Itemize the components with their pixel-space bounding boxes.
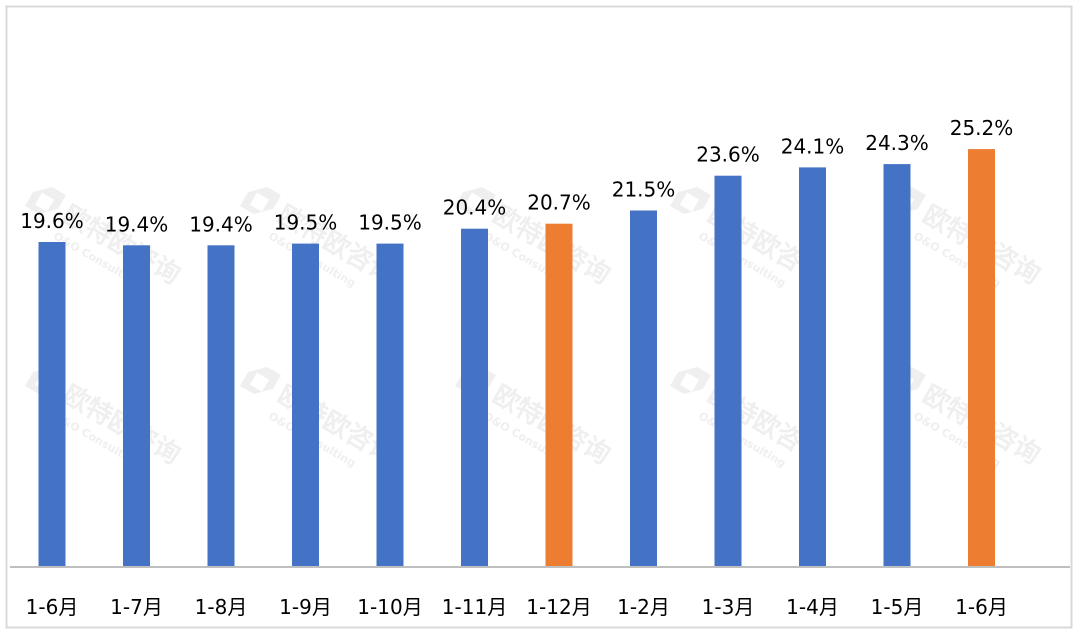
data-label: 21.5%: [612, 178, 676, 202]
x-tick-label: 1-5月: [871, 595, 924, 619]
oo-logo-icon: [240, 187, 281, 214]
x-tick-label: 1-8月: [195, 595, 248, 619]
x-tick-label: 1-7月: [110, 595, 163, 619]
x-tick-label: 1-9月: [279, 595, 332, 619]
data-label: 19.4%: [189, 212, 253, 236]
bar: [292, 243, 319, 567]
oo-logo-icon: [455, 187, 496, 214]
oo-logo-icon: [670, 367, 711, 394]
x-tick-label-group: 1-6月 1-7月 1-8月 1-9月 1-10月 1-11月 1-12月 1-2月 1-3月 1…: [26, 595, 1008, 619]
bar: [123, 245, 150, 568]
data-label: 19.5%: [358, 211, 422, 235]
x-tick-label: 1-11月: [442, 595, 507, 619]
x-tick-label: 1-12月: [526, 595, 591, 619]
x-tick-label: 1-6月: [26, 595, 79, 619]
data-label: 25.2%: [950, 116, 1014, 140]
data-label: 19.4%: [105, 212, 169, 236]
data-label: 24.1%: [781, 134, 845, 158]
oo-logo-icon: [670, 187, 711, 214]
x-tick-label: 1-10月: [357, 595, 422, 619]
bar: [207, 245, 235, 568]
data-label: 23.6%: [696, 143, 760, 167]
bar: [545, 223, 573, 567]
oo-logo-icon: [240, 367, 281, 394]
bar: [461, 228, 488, 567]
data-label: 20.7%: [527, 191, 591, 215]
bar: [883, 164, 911, 567]
x-tick-label: 1-4月: [786, 595, 839, 619]
data-label: 24.3%: [865, 131, 929, 155]
bar-group: [38, 149, 995, 568]
bar: [630, 210, 657, 567]
chart-border: [5, 5, 1073, 629]
data-label: 19.6%: [20, 209, 84, 233]
bar: [38, 242, 66, 567]
data-label: 20.4%: [443, 196, 507, 220]
data-label-group: 19.6% 19.4% 19.4% 19.5% 19.5% 20.4% 20.7% 21.5%…: [20, 116, 1013, 236]
oo-logo-icon: [25, 187, 66, 214]
data-label: 19.5%: [274, 211, 338, 235]
x-tick-label: 1-6月: [955, 595, 1008, 619]
bar: [714, 175, 742, 567]
bar: [799, 167, 826, 567]
x-tick-label: 1-3月: [702, 595, 755, 619]
bar: [968, 149, 995, 567]
bar: [376, 243, 404, 567]
x-tick-label: 1-2月: [617, 595, 670, 619]
